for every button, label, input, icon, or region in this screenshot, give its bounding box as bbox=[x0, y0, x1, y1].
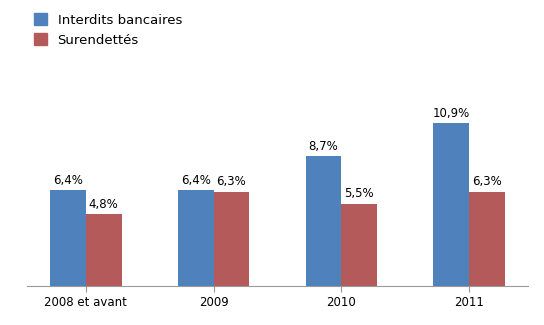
Text: 10,9%: 10,9% bbox=[432, 107, 470, 120]
Text: 6,3%: 6,3% bbox=[472, 176, 502, 188]
Bar bbox=[306, 155, 341, 286]
Text: 6,4%: 6,4% bbox=[181, 174, 211, 187]
Bar bbox=[469, 191, 505, 286]
Bar bbox=[50, 190, 86, 286]
Bar bbox=[214, 191, 249, 286]
Bar bbox=[178, 190, 214, 286]
Bar bbox=[434, 123, 469, 286]
Bar bbox=[86, 214, 121, 286]
Text: 8,7%: 8,7% bbox=[308, 139, 338, 152]
Text: 4,8%: 4,8% bbox=[89, 198, 119, 211]
Text: 5,5%: 5,5% bbox=[344, 188, 374, 201]
Text: 6,3%: 6,3% bbox=[217, 176, 246, 188]
Bar bbox=[341, 203, 377, 286]
Legend: Interdits bancaires, Surendettés: Interdits bancaires, Surendettés bbox=[34, 13, 182, 46]
Text: 6,4%: 6,4% bbox=[53, 174, 83, 187]
